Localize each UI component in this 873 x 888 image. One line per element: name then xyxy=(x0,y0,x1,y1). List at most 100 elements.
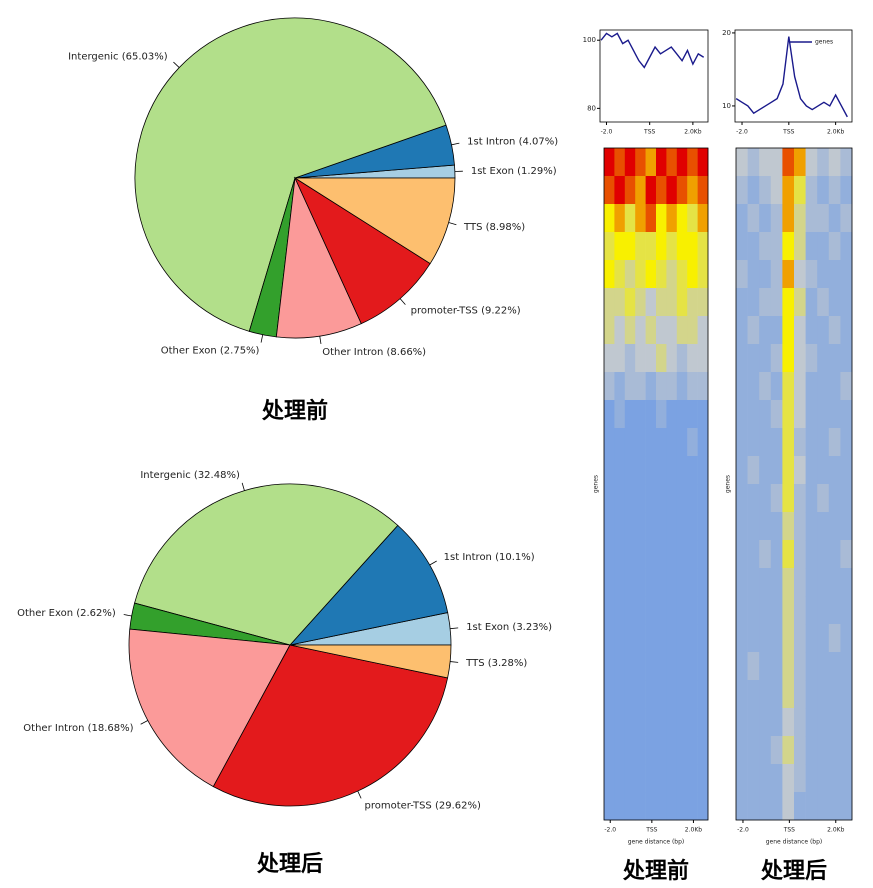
heatmap-cell xyxy=(817,736,830,765)
heatmap-cell xyxy=(656,708,667,737)
heatmap-cell xyxy=(687,316,698,345)
heatmap-cell xyxy=(666,680,678,709)
heatmap-cell xyxy=(828,540,841,569)
heatmap-cell xyxy=(687,624,698,653)
heatmap-cell xyxy=(656,372,667,401)
heatmap-cell xyxy=(782,288,795,317)
pie-slice xyxy=(275,176,362,339)
heatmap-cell xyxy=(624,764,636,793)
heatmap-cell xyxy=(805,372,818,401)
heatmap-cell xyxy=(782,568,795,597)
heatmap-cell xyxy=(687,456,698,485)
heatmap-cell xyxy=(656,484,667,513)
heatmap-cell xyxy=(782,512,795,541)
heatmap-cell xyxy=(624,372,636,401)
heatmap-cell xyxy=(747,456,760,485)
heatmap-cell xyxy=(828,204,841,233)
heatmap-cell xyxy=(624,792,636,821)
heatmap-cell xyxy=(697,344,709,373)
heatmap-cell xyxy=(782,428,795,457)
heatmap-cell xyxy=(817,260,830,289)
profile-line xyxy=(600,32,705,69)
heatmap-cell xyxy=(687,568,698,597)
heatmap-cell xyxy=(645,596,657,625)
heatmap-cell xyxy=(770,652,783,681)
heatmap-cell xyxy=(828,652,841,681)
heatmap-cell xyxy=(794,540,806,569)
heatmap-cell xyxy=(817,232,830,261)
heatmap-cell xyxy=(805,484,818,513)
heatmap-cell xyxy=(635,596,646,625)
heatmap-cell xyxy=(817,764,830,793)
heatmap-cell xyxy=(805,764,818,793)
heatmap-cell xyxy=(614,792,626,821)
heatmap-cell xyxy=(604,792,615,821)
heatmap-cell xyxy=(736,764,748,793)
heatmap-cell xyxy=(828,792,841,821)
heatmap-cell xyxy=(635,148,646,177)
heatmap-cell xyxy=(656,344,667,373)
heatmap-cell xyxy=(645,540,657,569)
heatmap-cell xyxy=(817,148,830,177)
heatmap-cell xyxy=(624,652,636,681)
heatmap-cell xyxy=(614,764,626,793)
heatmap-cell xyxy=(736,736,748,765)
caption: 处理前 xyxy=(261,398,328,424)
heatmap-cell xyxy=(782,596,795,625)
heatmap-cell xyxy=(805,736,818,765)
heatmap-cell xyxy=(770,596,783,625)
heatmap-cell xyxy=(635,344,646,373)
heatmap-cell xyxy=(782,344,795,373)
heatmap-cell xyxy=(747,148,760,177)
heatmap-cell xyxy=(747,372,760,401)
heatmap-cell xyxy=(676,176,688,205)
heatmap-cell xyxy=(759,568,772,597)
heatmap-cell xyxy=(656,260,667,289)
heatmap-cell xyxy=(697,260,709,289)
leader-line xyxy=(140,720,148,725)
heatmap-cell xyxy=(805,288,818,317)
heatmap-cell xyxy=(782,260,795,289)
heatmap-cell xyxy=(635,232,646,261)
x-axis-label: gene distance (bp) xyxy=(628,839,685,846)
heatmap-cell xyxy=(828,568,841,597)
heatmap-cell xyxy=(759,372,772,401)
heatmap-cell xyxy=(747,260,760,289)
heatmap-cell xyxy=(805,512,818,541)
heatmap-cell xyxy=(747,176,760,205)
heatmap-cell xyxy=(666,316,678,345)
heatmap-cell xyxy=(656,736,667,765)
heatmap-cell xyxy=(817,456,830,485)
heatmap-cell xyxy=(817,428,830,457)
heatmap-cell xyxy=(794,344,806,373)
heatmap-cell xyxy=(805,232,818,261)
heatmap-cell xyxy=(666,288,678,317)
heatmap-cell xyxy=(782,792,795,821)
heatmap-cell xyxy=(697,568,709,597)
heatmap-cell xyxy=(676,316,688,345)
heatmap-cell xyxy=(614,176,626,205)
heatmap-cell xyxy=(828,624,841,653)
heatmap-cell xyxy=(676,568,688,597)
heatmap-cell xyxy=(840,344,853,373)
caption: 处理后 xyxy=(256,851,323,877)
heatmap-cell xyxy=(604,568,615,597)
heatmap-cell xyxy=(770,428,783,457)
heatmap-cell xyxy=(770,148,783,177)
heatmap-cell xyxy=(782,372,795,401)
leader-line xyxy=(241,482,245,491)
x-axis-label: gene distance (bp) xyxy=(766,839,823,846)
heatmap-cell xyxy=(676,596,688,625)
heatmap-cell xyxy=(687,400,698,429)
heatmap-cell xyxy=(840,204,853,233)
heatmap-cell xyxy=(604,540,615,569)
heatmap-cell xyxy=(817,372,830,401)
heatmap-cell xyxy=(624,400,636,429)
heatmap-cell xyxy=(759,764,772,793)
heatmap-cell xyxy=(635,204,646,233)
heatmap-cell xyxy=(635,400,646,429)
heatmap-cell xyxy=(656,400,667,429)
heatmap-cell xyxy=(676,148,688,177)
heatmap-cell xyxy=(782,148,795,177)
heatmap-cell xyxy=(805,540,818,569)
